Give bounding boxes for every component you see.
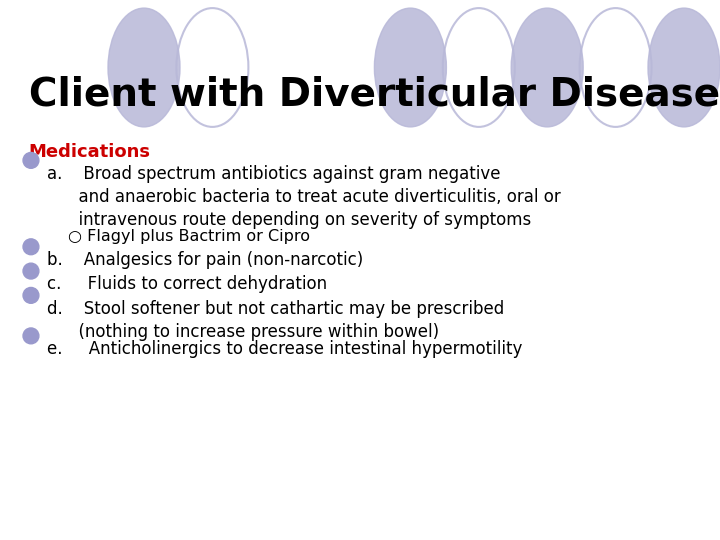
Text: e.     Anticholinergics to decrease intestinal hypermotility: e. Anticholinergics to decrease intestin… [47, 340, 522, 358]
Text: d.    Stool softener but not cathartic may be prescribed
      (nothing to incre: d. Stool softener but not cathartic may … [47, 300, 504, 341]
Ellipse shape [23, 328, 39, 344]
Text: Medications: Medications [29, 143, 150, 161]
Text: c.     Fluids to correct dehydration: c. Fluids to correct dehydration [47, 275, 327, 293]
Text: ○ Flagyl plus Bactrim or Cipro: ○ Flagyl plus Bactrim or Cipro [68, 230, 310, 245]
Text: b.    Analgesics for pain (non-narcotic): b. Analgesics for pain (non-narcotic) [47, 251, 363, 269]
Ellipse shape [511, 8, 583, 127]
Ellipse shape [108, 8, 180, 127]
Ellipse shape [648, 8, 720, 127]
Ellipse shape [23, 152, 39, 168]
Ellipse shape [374, 8, 446, 127]
Text: a.    Broad spectrum antibiotics against gram negative
      and anaerobic bacte: a. Broad spectrum antibiotics against gr… [47, 165, 561, 228]
Ellipse shape [23, 287, 39, 303]
Ellipse shape [23, 263, 39, 279]
Ellipse shape [23, 239, 39, 255]
Text: Client with Diverticular Disease: Client with Diverticular Disease [29, 76, 720, 113]
